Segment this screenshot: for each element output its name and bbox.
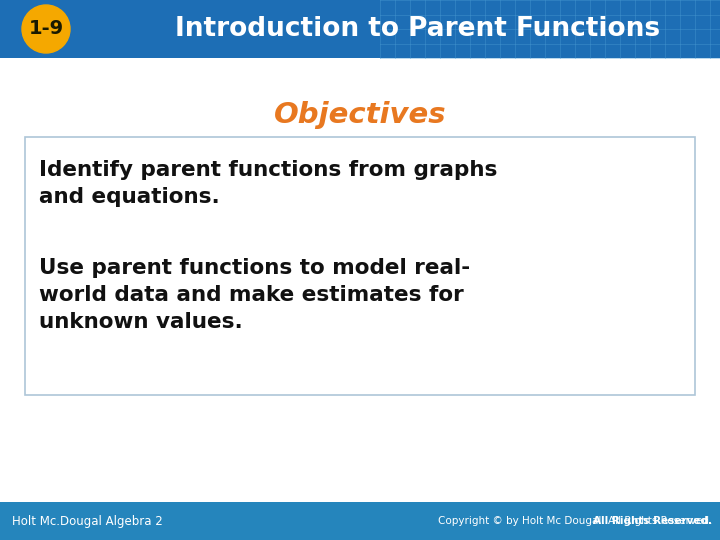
Text: Holt Mc.Dougal Algebra 2: Holt Mc.Dougal Algebra 2 bbox=[12, 515, 163, 528]
Text: 1-9: 1-9 bbox=[28, 19, 63, 38]
Text: Use parent functions to model real-
world data and make estimates for
unknown va: Use parent functions to model real- worl… bbox=[39, 258, 470, 333]
Bar bbox=[0, 502, 720, 540]
Bar bbox=[25, 137, 695, 395]
Bar bbox=[0, 0, 720, 58]
Text: Objectives: Objectives bbox=[274, 101, 446, 129]
Text: Identify parent functions from graphs
and equations.: Identify parent functions from graphs an… bbox=[39, 160, 498, 207]
Text: Copyright © by Holt Mc Dougal. All Rights Reserved.: Copyright © by Holt Mc Dougal. All Right… bbox=[438, 516, 712, 526]
Circle shape bbox=[22, 5, 70, 53]
Text: Introduction to Parent Functions: Introduction to Parent Functions bbox=[175, 16, 660, 42]
Text: All Rights Reserved.: All Rights Reserved. bbox=[593, 516, 712, 526]
